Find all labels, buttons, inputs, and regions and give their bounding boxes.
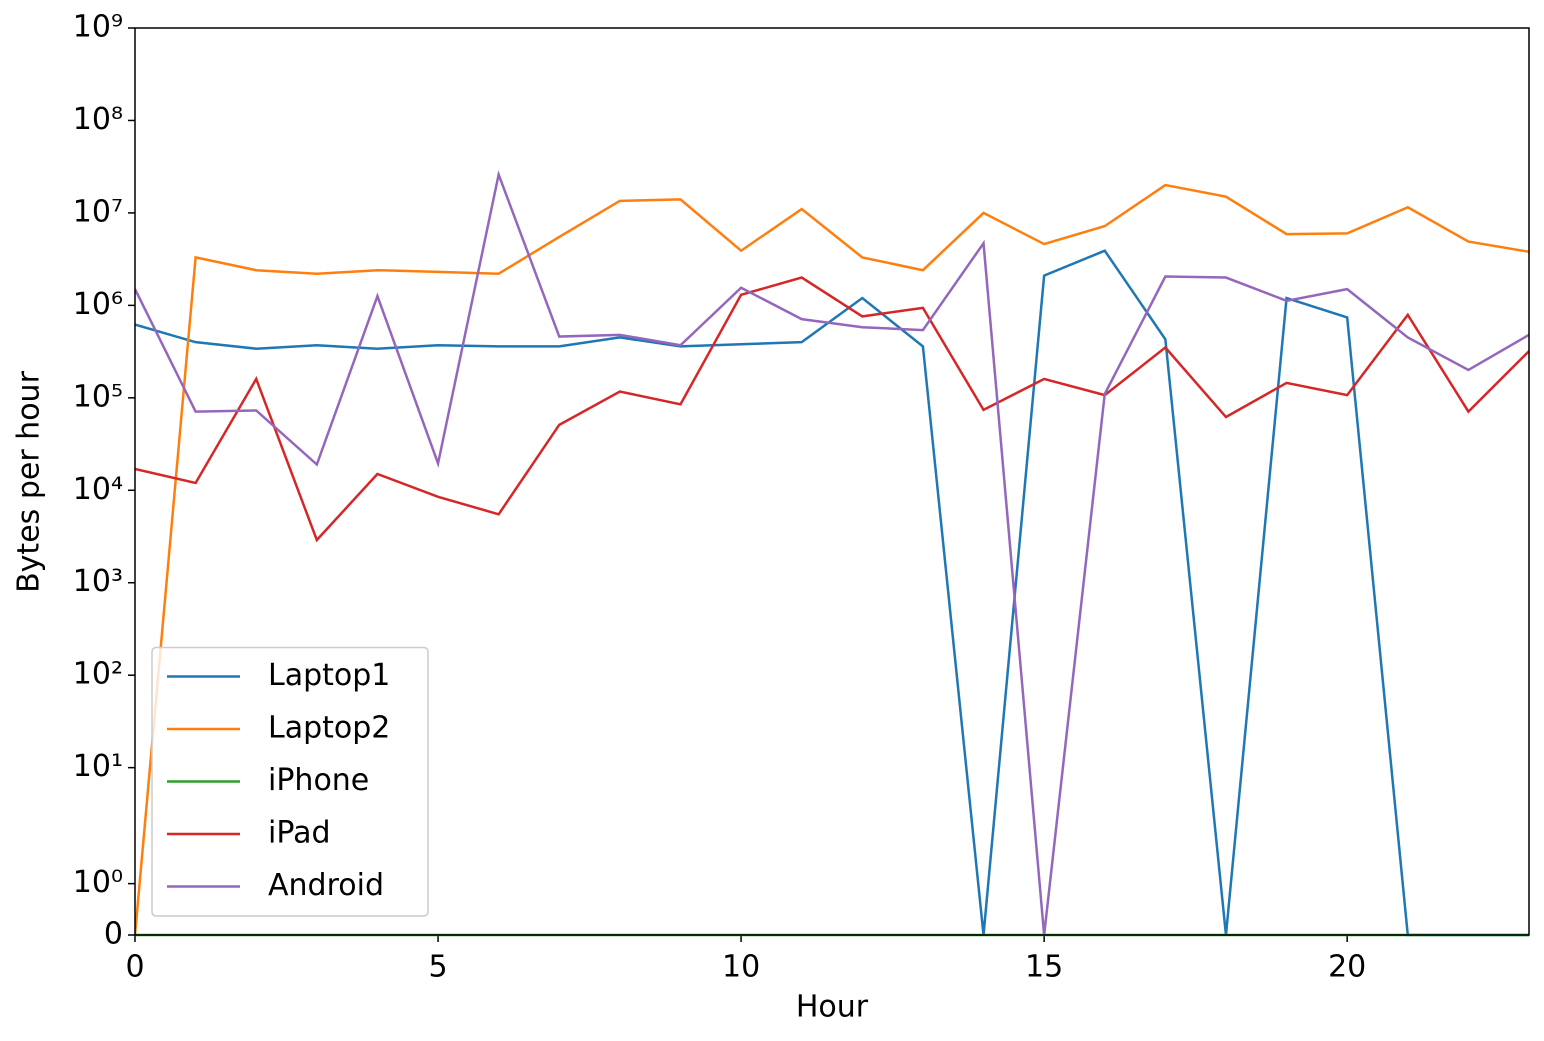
legend-label: Android bbox=[268, 868, 384, 903]
y-tick-label: 0 bbox=[104, 917, 123, 952]
series-line bbox=[135, 276, 1529, 543]
y-tick-label: 10⁵ bbox=[73, 379, 123, 414]
x-tick-label: 15 bbox=[1025, 950, 1063, 985]
series-line bbox=[135, 170, 1529, 936]
legend: Laptop1 Laptop2 iPhone iPad Android bbox=[151, 646, 429, 917]
y-tick-label: 10⁹ bbox=[73, 10, 123, 45]
legend-label: iPhone bbox=[268, 763, 369, 798]
legend-label: Laptop2 bbox=[268, 711, 390, 746]
x-tick-label: 0 bbox=[125, 950, 144, 985]
y-tick-label: 10⁴ bbox=[73, 472, 123, 507]
y-tick-label: 10⁰ bbox=[73, 865, 123, 900]
series-line bbox=[135, 183, 1529, 936]
y-axis-label: Bytes per hour bbox=[12, 370, 47, 592]
legend-label: iPad bbox=[268, 816, 331, 851]
x-axis-label: Hour bbox=[796, 990, 869, 1025]
x-tick-label: 10 bbox=[722, 950, 760, 985]
y-tick-label: 10⁸ bbox=[73, 102, 123, 137]
y-tick-label: 10⁶ bbox=[73, 287, 123, 322]
y-tick-label: 10⁷ bbox=[73, 194, 123, 229]
y-tick-label: 10¹ bbox=[73, 749, 123, 784]
series-line bbox=[135, 249, 1529, 937]
y-tick-label: 10² bbox=[73, 657, 123, 692]
x-tick-label: 5 bbox=[428, 950, 447, 985]
legend-box bbox=[151, 646, 429, 917]
x-tick-label: 20 bbox=[1328, 950, 1366, 985]
legend-label: Laptop1 bbox=[268, 658, 390, 693]
y-tick-label: 10³ bbox=[73, 564, 123, 599]
plot-frame bbox=[134, 27, 1530, 936]
